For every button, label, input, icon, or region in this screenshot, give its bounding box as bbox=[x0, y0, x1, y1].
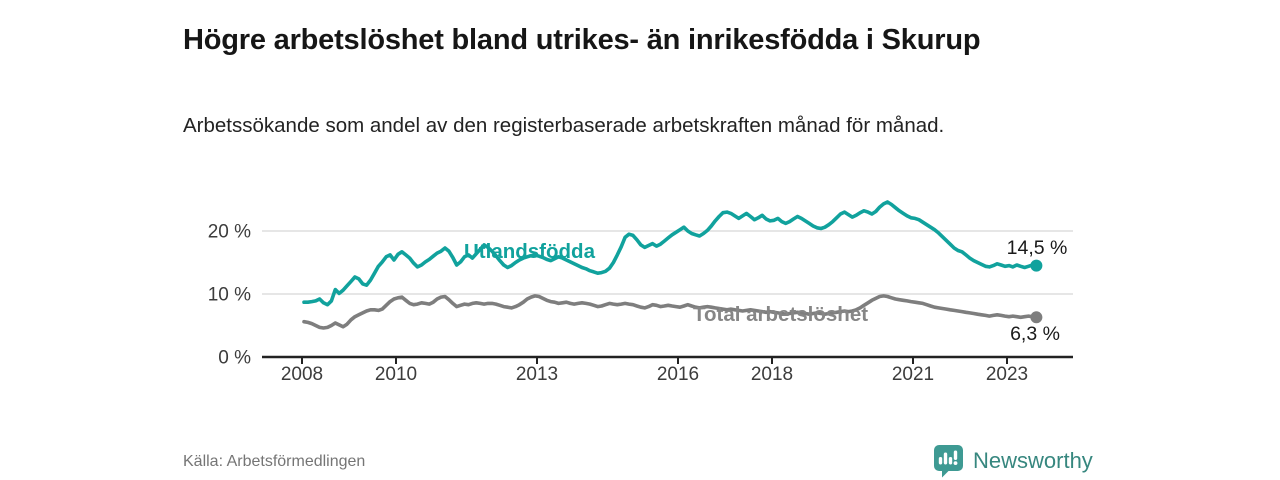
series-label-total-arbetsloshet: Total arbetslöshet bbox=[693, 303, 868, 326]
y-axis-tick-label: 20 % bbox=[208, 222, 251, 243]
y-axis-tick-label: 10 % bbox=[208, 285, 251, 306]
series-label-utlandsfodda: Utlandsfödda bbox=[464, 240, 596, 263]
newsworthy-logo: Newsworthy bbox=[933, 444, 1093, 478]
series-end-dot bbox=[1030, 311, 1043, 324]
series-end-dot bbox=[1030, 259, 1043, 272]
newsworthy-wordmark: Newsworthy bbox=[973, 448, 1093, 473]
x-axis-tick-label: 2023 bbox=[986, 364, 1028, 385]
x-axis-tick-label: 2013 bbox=[516, 364, 558, 385]
series-line-utlandsf-dda bbox=[302, 200, 1039, 307]
x-axis-tick-label: 2010 bbox=[375, 364, 417, 385]
page-title: Högre arbetslöshet bland utrikes- än inr… bbox=[183, 24, 981, 57]
x-axis-tick-label: 2008 bbox=[281, 364, 323, 385]
bar-chart-bubble-icon bbox=[934, 445, 963, 478]
x-axis-tick-label: 2016 bbox=[657, 364, 699, 385]
y-axis-tick-label: 0 % bbox=[218, 348, 251, 369]
chart-subtitle: Arbetssökande som andel av den registerb… bbox=[183, 113, 945, 137]
x-axis-tick-label: 2018 bbox=[751, 364, 793, 385]
end-value-label-utlandsfodda: 14,5 % bbox=[1007, 237, 1068, 259]
end-value-label-total: 6,3 % bbox=[1010, 323, 1060, 345]
series-line-total-arbetsl-shet bbox=[302, 294, 1039, 330]
source-note: Källa: Arbetsförmedlingen bbox=[183, 453, 366, 470]
x-axis-tick-label: 2021 bbox=[892, 364, 934, 385]
